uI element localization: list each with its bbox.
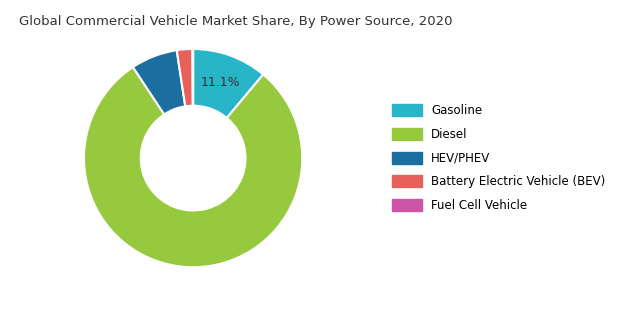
Wedge shape [133, 50, 185, 114]
Wedge shape [84, 67, 302, 267]
Text: 11.1%: 11.1% [201, 76, 240, 89]
Legend: Gasoline, Diesel, HEV/PHEV, Battery Electric Vehicle (BEV), Fuel Cell Vehicle: Gasoline, Diesel, HEV/PHEV, Battery Elec… [392, 104, 606, 212]
Wedge shape [177, 49, 193, 106]
Text: Global Commercial Vehicle Market Share, By Power Source, 2020: Global Commercial Vehicle Market Share, … [19, 16, 452, 29]
Wedge shape [193, 49, 263, 118]
